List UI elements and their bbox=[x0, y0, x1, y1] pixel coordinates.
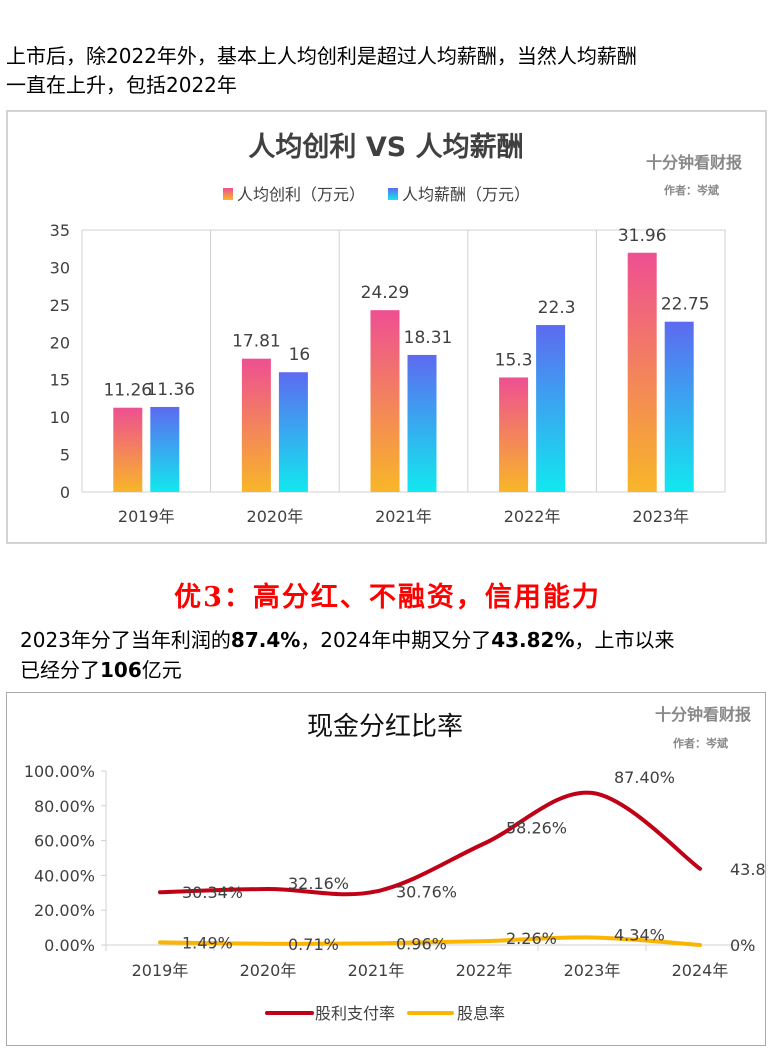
y-tick-label: 100.00% bbox=[24, 762, 95, 781]
bar-salary bbox=[407, 354, 437, 492]
data-label: 0.71% bbox=[288, 935, 339, 954]
line-chart: 现金分红比率 0.00% 20.00% 40.00% 60.00% 80.00% 100.0… bbox=[24, 712, 775, 1023]
data-label: 22.3 bbox=[538, 298, 576, 318]
x-tick-label: 2020年 bbox=[247, 507, 304, 526]
x-tick-label: 2022年 bbox=[456, 961, 513, 980]
section-headline: 优3：高分红、不融资，信用能力 bbox=[174, 582, 601, 613]
series-line-dividend-yield bbox=[158, 935, 702, 947]
text: 亿元 bbox=[141, 658, 182, 682]
y-tick-label: 5 bbox=[60, 446, 70, 465]
dividend-line-2: 已经分了106亿元 bbox=[20, 656, 182, 685]
x-tick-label: 2024年 bbox=[672, 961, 729, 980]
y-tick-label: 80.00% bbox=[34, 797, 95, 816]
chart-title: 现金分红比率 bbox=[307, 712, 463, 742]
legend-label: 人均薪酬（万元） bbox=[402, 185, 530, 204]
highlight-total: 106 bbox=[100, 658, 142, 682]
legend-label: 股息率 bbox=[457, 1004, 505, 1023]
x-tick-label: 2023年 bbox=[564, 961, 621, 980]
data-label: 15.3 bbox=[495, 350, 533, 370]
data-label: 11.26 bbox=[103, 381, 152, 401]
data-label: 16 bbox=[289, 345, 311, 365]
data-label: 17.81 bbox=[232, 332, 281, 352]
text: ，2024年中期又分了 bbox=[300, 628, 492, 652]
data-label: 32.16% bbox=[288, 874, 349, 893]
highlight-payout-2023: 87.4% bbox=[230, 628, 301, 652]
text: 2023年分了当年利润的 bbox=[20, 628, 231, 652]
data-label: 87.40% bbox=[614, 768, 675, 787]
intro-line-2: 一直在上升，包括2022年 bbox=[6, 73, 237, 97]
data-label: 0% bbox=[730, 936, 755, 955]
data-label: 58.26% bbox=[506, 819, 567, 838]
data-label: 24.29 bbox=[361, 283, 410, 303]
x-tick-label: 2023年 bbox=[632, 507, 689, 526]
y-tick-label: 20 bbox=[50, 333, 70, 352]
highlight-payout-2024: 43.82% bbox=[491, 628, 575, 652]
watermark-brand: 十分钟看财报 bbox=[646, 153, 743, 172]
intro-line-1: 上市后，除2022年外，基本上人均创利是超过人均薪酬，当然人均薪酬 bbox=[6, 44, 637, 68]
data-label: 31.96 bbox=[618, 226, 667, 246]
bar-profit bbox=[241, 358, 271, 492]
data-label: 2.26% bbox=[506, 929, 557, 948]
plot-area bbox=[81, 229, 726, 493]
bar-salary bbox=[150, 406, 180, 492]
x-tick-label: 2019年 bbox=[118, 507, 175, 526]
y-tick-label: 20.00% bbox=[34, 901, 95, 920]
watermark-author: 作者：岑斌 bbox=[664, 184, 719, 197]
dividend-line-1: 2023年分了当年利润的87.4%，2024年中期又分了43.82%，上市以来 bbox=[20, 626, 675, 655]
data-label: 30.34% bbox=[182, 883, 243, 902]
x-tick-label: 2021年 bbox=[375, 507, 432, 526]
bar-salary bbox=[278, 372, 308, 492]
y-tick-label: 35 bbox=[50, 221, 70, 240]
chart-title: 人均创利 VS 人均薪酬 bbox=[248, 132, 523, 163]
y-tick-label: 60.00% bbox=[34, 832, 95, 851]
data-label: 11.36 bbox=[146, 380, 195, 400]
data-label: 1.49% bbox=[182, 933, 233, 952]
bar-profit bbox=[627, 252, 657, 492]
y-tick-label: 0 bbox=[60, 483, 70, 502]
bar-salary bbox=[536, 325, 566, 492]
legend-swatch bbox=[388, 188, 398, 200]
y-tick-label: 30 bbox=[50, 258, 70, 277]
x-tick-label: 2021年 bbox=[348, 961, 405, 980]
bar-profit bbox=[370, 310, 400, 492]
data-label: 22.75 bbox=[661, 295, 710, 315]
bar-profit bbox=[113, 407, 143, 492]
text: 已经分了 bbox=[20, 658, 100, 682]
y-tick-label: 10 bbox=[50, 408, 70, 427]
data-label: 0.96% bbox=[396, 934, 447, 953]
bar-profit bbox=[499, 377, 529, 492]
data-label: 30.76% bbox=[396, 882, 457, 901]
y-tick-label: 25 bbox=[50, 296, 70, 315]
data-label: 43.82% bbox=[730, 860, 765, 879]
y-tick-label: 40.00% bbox=[34, 866, 95, 885]
text: ，上市以来 bbox=[574, 628, 675, 652]
legend-label: 股利支付率 bbox=[315, 1004, 395, 1023]
legend-label: 人均创利（万元） bbox=[237, 185, 365, 204]
data-label: 18.31 bbox=[404, 328, 453, 348]
watermark-author: 作者：岑斌 bbox=[673, 737, 728, 750]
watermark-brand: 十分钟看财报 bbox=[655, 705, 752, 724]
x-tick-label: 2020年 bbox=[240, 961, 297, 980]
x-tick-label: 2019年 bbox=[132, 961, 189, 980]
line-chart-card: 十分钟看财报 作者：岑斌 现金分红比率 0.00% 20.00% 40.00% 60.0… bbox=[6, 692, 775, 1046]
y-tick-label: 0.00% bbox=[44, 936, 95, 955]
x-tick-label: 2022年 bbox=[504, 507, 561, 526]
bar-salary bbox=[664, 321, 694, 492]
legend-swatch bbox=[223, 188, 233, 200]
bar-chart-card: 十分钟看财报 作者：岑斌 人均创利 VS 人均薪酬人均创利（万元） 人均薪酬（万元… bbox=[6, 110, 767, 544]
y-tick-label: 15 bbox=[50, 371, 70, 390]
series-line-payout-ratio bbox=[158, 790, 702, 897]
data-label: 4.34% bbox=[614, 925, 665, 944]
